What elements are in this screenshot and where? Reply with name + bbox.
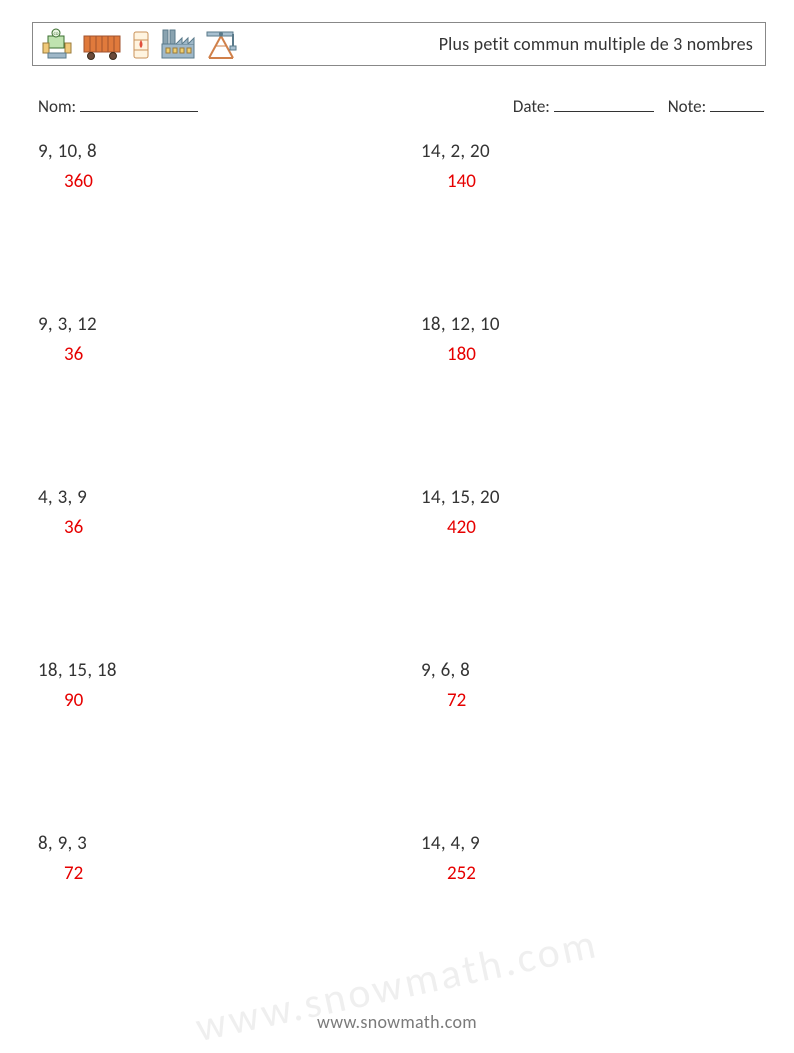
problem-numbers: 9, 6, 8: [421, 657, 764, 685]
problem-answer: 420: [421, 514, 764, 542]
problem-numbers: 9, 3, 12: [38, 311, 401, 339]
problem-item: 14, 2, 20 140: [401, 138, 764, 195]
name-blank[interactable]: [80, 94, 198, 112]
problem-item: 14, 15, 20 420: [401, 484, 764, 541]
problem-numbers: 14, 4, 9: [421, 830, 764, 858]
problem-numbers: 18, 15, 18: [38, 657, 401, 685]
problem-answer: 252: [421, 860, 764, 888]
note-label: Note:: [668, 96, 706, 117]
oil-barrel-icon: [129, 26, 153, 62]
problem-numbers: 4, 3, 9: [38, 484, 401, 512]
meta-row: Nom: Date: Note:: [38, 94, 764, 117]
problem-numbers: 8, 9, 3: [38, 830, 401, 858]
problem-item: 9, 6, 8 72: [401, 657, 764, 714]
footer-url: www.snowmath.com: [0, 1011, 794, 1033]
problem-item: 18, 12, 10 180: [401, 311, 764, 368]
factory-icon: [159, 26, 197, 62]
problem-item: 8, 9, 3 72: [38, 830, 401, 887]
problem-item: 9, 3, 12 36: [38, 311, 401, 368]
name-label: Nom:: [38, 96, 76, 117]
problem-item: 18, 15, 18 90: [38, 657, 401, 714]
problem-numbers: 9, 10, 8: [38, 138, 401, 166]
problem-answer: 72: [421, 687, 764, 715]
date-blank[interactable]: [554, 94, 654, 112]
problem-answer: 36: [38, 514, 401, 542]
date-label: Date:: [513, 96, 550, 117]
note-blank[interactable]: [710, 94, 764, 112]
problem-numbers: 14, 2, 20: [421, 138, 764, 166]
problem-answer: 140: [421, 168, 764, 196]
worksheet-title: Plus petit commun multiple de 3 nombres: [439, 33, 753, 55]
problem-item: 9, 10, 8 360: [38, 138, 401, 195]
plant-co2-icon: CO: [39, 26, 75, 62]
worksheet-header: CO: [32, 22, 766, 66]
svg-text:CO: CO: [54, 32, 59, 37]
problem-numbers: 18, 12, 10: [421, 311, 764, 339]
problem-answer: 72: [38, 860, 401, 888]
problem-numbers: 14, 15, 20: [421, 484, 764, 512]
problem-answer: 360: [38, 168, 401, 196]
problem-item: 4, 3, 9 36: [38, 484, 401, 541]
problem-item: 14, 4, 9 252: [401, 830, 764, 887]
problems-grid: 9, 10, 8 360 14, 2, 20 140 9, 3, 12 36 1…: [38, 138, 764, 887]
problem-answer: 180: [421, 341, 764, 369]
freight-wagon-icon: [81, 26, 123, 62]
problem-answer: 36: [38, 341, 401, 369]
problem-answer: 90: [38, 687, 401, 715]
header-icons-row: CO: [39, 23, 239, 65]
oil-pump-icon: [203, 26, 239, 62]
